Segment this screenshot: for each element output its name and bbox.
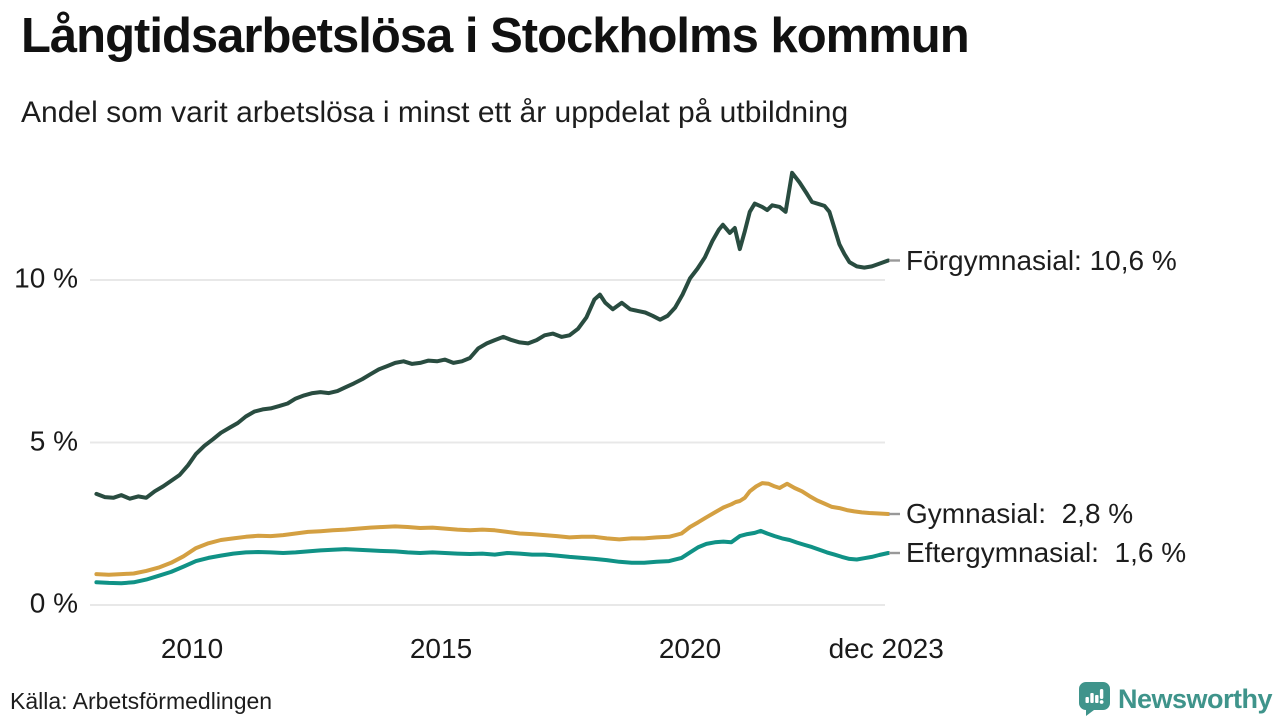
series-end-label: Gymnasial: 2,8 % — [906, 498, 1134, 529]
x-axis-tick: dec 2023 — [828, 633, 944, 664]
line-frgymnasial — [94, 170, 891, 501]
series-end-label: Förgymnasial: 10,6 % — [906, 244, 1177, 276]
source-note: Källa: Arbetsförmedlingen — [10, 688, 273, 714]
line-gymnasial — [94, 481, 891, 577]
y-axis-tick: 0 % — [29, 587, 78, 619]
y-axis-tick: 5 % — [29, 425, 78, 457]
x-axis-tick: 2020 — [658, 633, 722, 664]
x-axis-tick: 2010 — [160, 633, 224, 664]
newsworthy-icon — [1078, 682, 1110, 716]
brand-name: Newsworthy — [1117, 683, 1273, 714]
brand-logo: Newsworthy — [1078, 682, 1273, 716]
x-axis-tick: 2015 — [409, 633, 473, 664]
series-end-label: Eftergymnasial: 1,6 % — [906, 537, 1187, 568]
chart-subtitle: Andel som varit arbetslösa i minst ett å… — [21, 96, 849, 129]
chart-title: Långtidsarbetslösa i Stockholms kommun — [21, 9, 970, 63]
y-axis-tick: 10 % — [14, 262, 78, 294]
line-eftergymnasial — [94, 528, 891, 586]
